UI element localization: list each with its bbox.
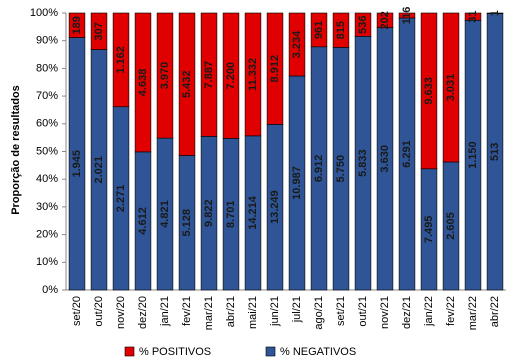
bar-segment (288, 12, 306, 77)
bar-segment (310, 12, 328, 48)
value-label: 536 (357, 15, 369, 33)
x-tick-label: abr/22 (489, 296, 501, 327)
value-label: 1 (489, 10, 501, 16)
y-tick-label: 100% (30, 7, 58, 19)
value-label: 11.332 (247, 58, 259, 91)
value-label: 4.821 (159, 200, 171, 228)
value-label: 1.162 (115, 46, 127, 74)
value-label: 3.630 (379, 145, 391, 173)
value-label: 6.291 (401, 140, 413, 168)
value-label: 202 (379, 11, 391, 29)
bar-segment (68, 12, 86, 38)
x-tick-label: mai/21 (247, 296, 259, 329)
bar-segment (398, 12, 416, 19)
x-tick-label: dez/20 (137, 296, 149, 329)
value-label: 10.987 (291, 166, 303, 200)
x-tick-label: jan/21 (159, 296, 171, 327)
x-tick-label: fev/22 (445, 296, 457, 326)
value-label: 6.912 (313, 155, 325, 183)
x-tick-label: out/21 (357, 296, 369, 327)
bar-segment (134, 12, 152, 153)
bar-segment (156, 12, 174, 139)
value-label: 4.638 (137, 69, 149, 97)
bar-segment (200, 12, 218, 137)
legend-label: % POSITIVOS (139, 346, 211, 358)
y-tick-label: 0% (42, 284, 58, 296)
y-tick-label: 30% (36, 201, 58, 213)
bar-segment (332, 12, 350, 48)
x-tick-label: out/20 (93, 296, 105, 327)
value-label: 3.234 (291, 30, 303, 58)
y-tick-label: 50% (36, 145, 58, 157)
x-tick-label: jan/22 (423, 296, 435, 327)
x-tick-label: mar/22 (467, 296, 479, 330)
y-tick-label: 60% (36, 118, 58, 130)
value-label: 5.833 (357, 149, 369, 177)
value-label: 8.912 (269, 55, 281, 83)
x-tick-label: jun/21 (269, 296, 281, 327)
x-tick-label: nov/20 (115, 296, 127, 329)
legend-swatch (124, 346, 135, 357)
x-tick-label: abr/21 (225, 296, 237, 327)
y-tick-label: 80% (36, 62, 58, 74)
y-tick-label: 70% (36, 90, 58, 102)
value-label: 4.612 (137, 207, 149, 235)
value-label: 8.701 (225, 200, 237, 228)
value-label: 9.822 (203, 199, 215, 227)
value-label: 7.495 (423, 216, 435, 244)
x-tick-label: fev/21 (181, 296, 193, 326)
y-tick-label: 90% (36, 35, 58, 47)
x-tick-label: mar/21 (203, 296, 215, 330)
bar-segment (354, 12, 372, 37)
value-label: 7.200 (225, 62, 237, 90)
value-label: 7.887 (203, 61, 215, 89)
value-label: 189 (71, 16, 83, 34)
bar-segment (376, 12, 394, 28)
value-label: 1.945 (71, 150, 83, 178)
legend-label: % NEGATIVOS (280, 346, 356, 358)
value-label: 3.031 (445, 74, 457, 102)
value-label: 14.214 (247, 195, 259, 230)
y-tick-label: 10% (36, 256, 58, 268)
x-tick-label: nov/21 (379, 296, 391, 329)
value-label: 5.750 (335, 155, 347, 183)
value-label: 2.605 (445, 212, 457, 240)
bar-segment (222, 12, 240, 139)
bar-segment (178, 12, 196, 156)
legend-swatch (265, 346, 276, 357)
value-label: 5.432 (181, 70, 193, 98)
bar-segment (464, 12, 482, 21)
bar-segment (112, 12, 130, 108)
bar-segment (90, 12, 108, 50)
value-label: 961 (313, 21, 325, 39)
bar-segment (266, 12, 284, 125)
y-axis-title: Proporção de resultados (10, 85, 22, 215)
value-label: 2.271 (115, 185, 127, 213)
value-label: 3.970 (159, 62, 171, 90)
value-label: 5.128 (181, 209, 193, 237)
value-label: 31 (467, 11, 479, 23)
bar-segment (420, 12, 438, 170)
x-tick-label: jul/21 (291, 296, 303, 323)
bar-segment (442, 12, 460, 163)
value-label: 307 (93, 22, 105, 40)
x-tick-label: ago/21 (313, 296, 325, 330)
x-tick-label: set/21 (335, 296, 347, 326)
value-label: 513 (489, 143, 501, 161)
value-label: 2.021 (93, 156, 105, 184)
bar-segment (244, 12, 262, 137)
x-tick-label: dez/21 (401, 296, 413, 329)
value-label: 13.249 (269, 190, 281, 224)
value-label: 116 (401, 7, 413, 25)
value-label: 815 (335, 21, 347, 39)
y-tick-label: 20% (36, 229, 58, 241)
bar-segment (486, 12, 504, 14)
value-label: 1.150 (467, 141, 479, 169)
value-label: 9.633 (423, 77, 435, 105)
y-tick-label: 40% (36, 173, 58, 185)
x-tick-label: set/20 (71, 296, 83, 326)
